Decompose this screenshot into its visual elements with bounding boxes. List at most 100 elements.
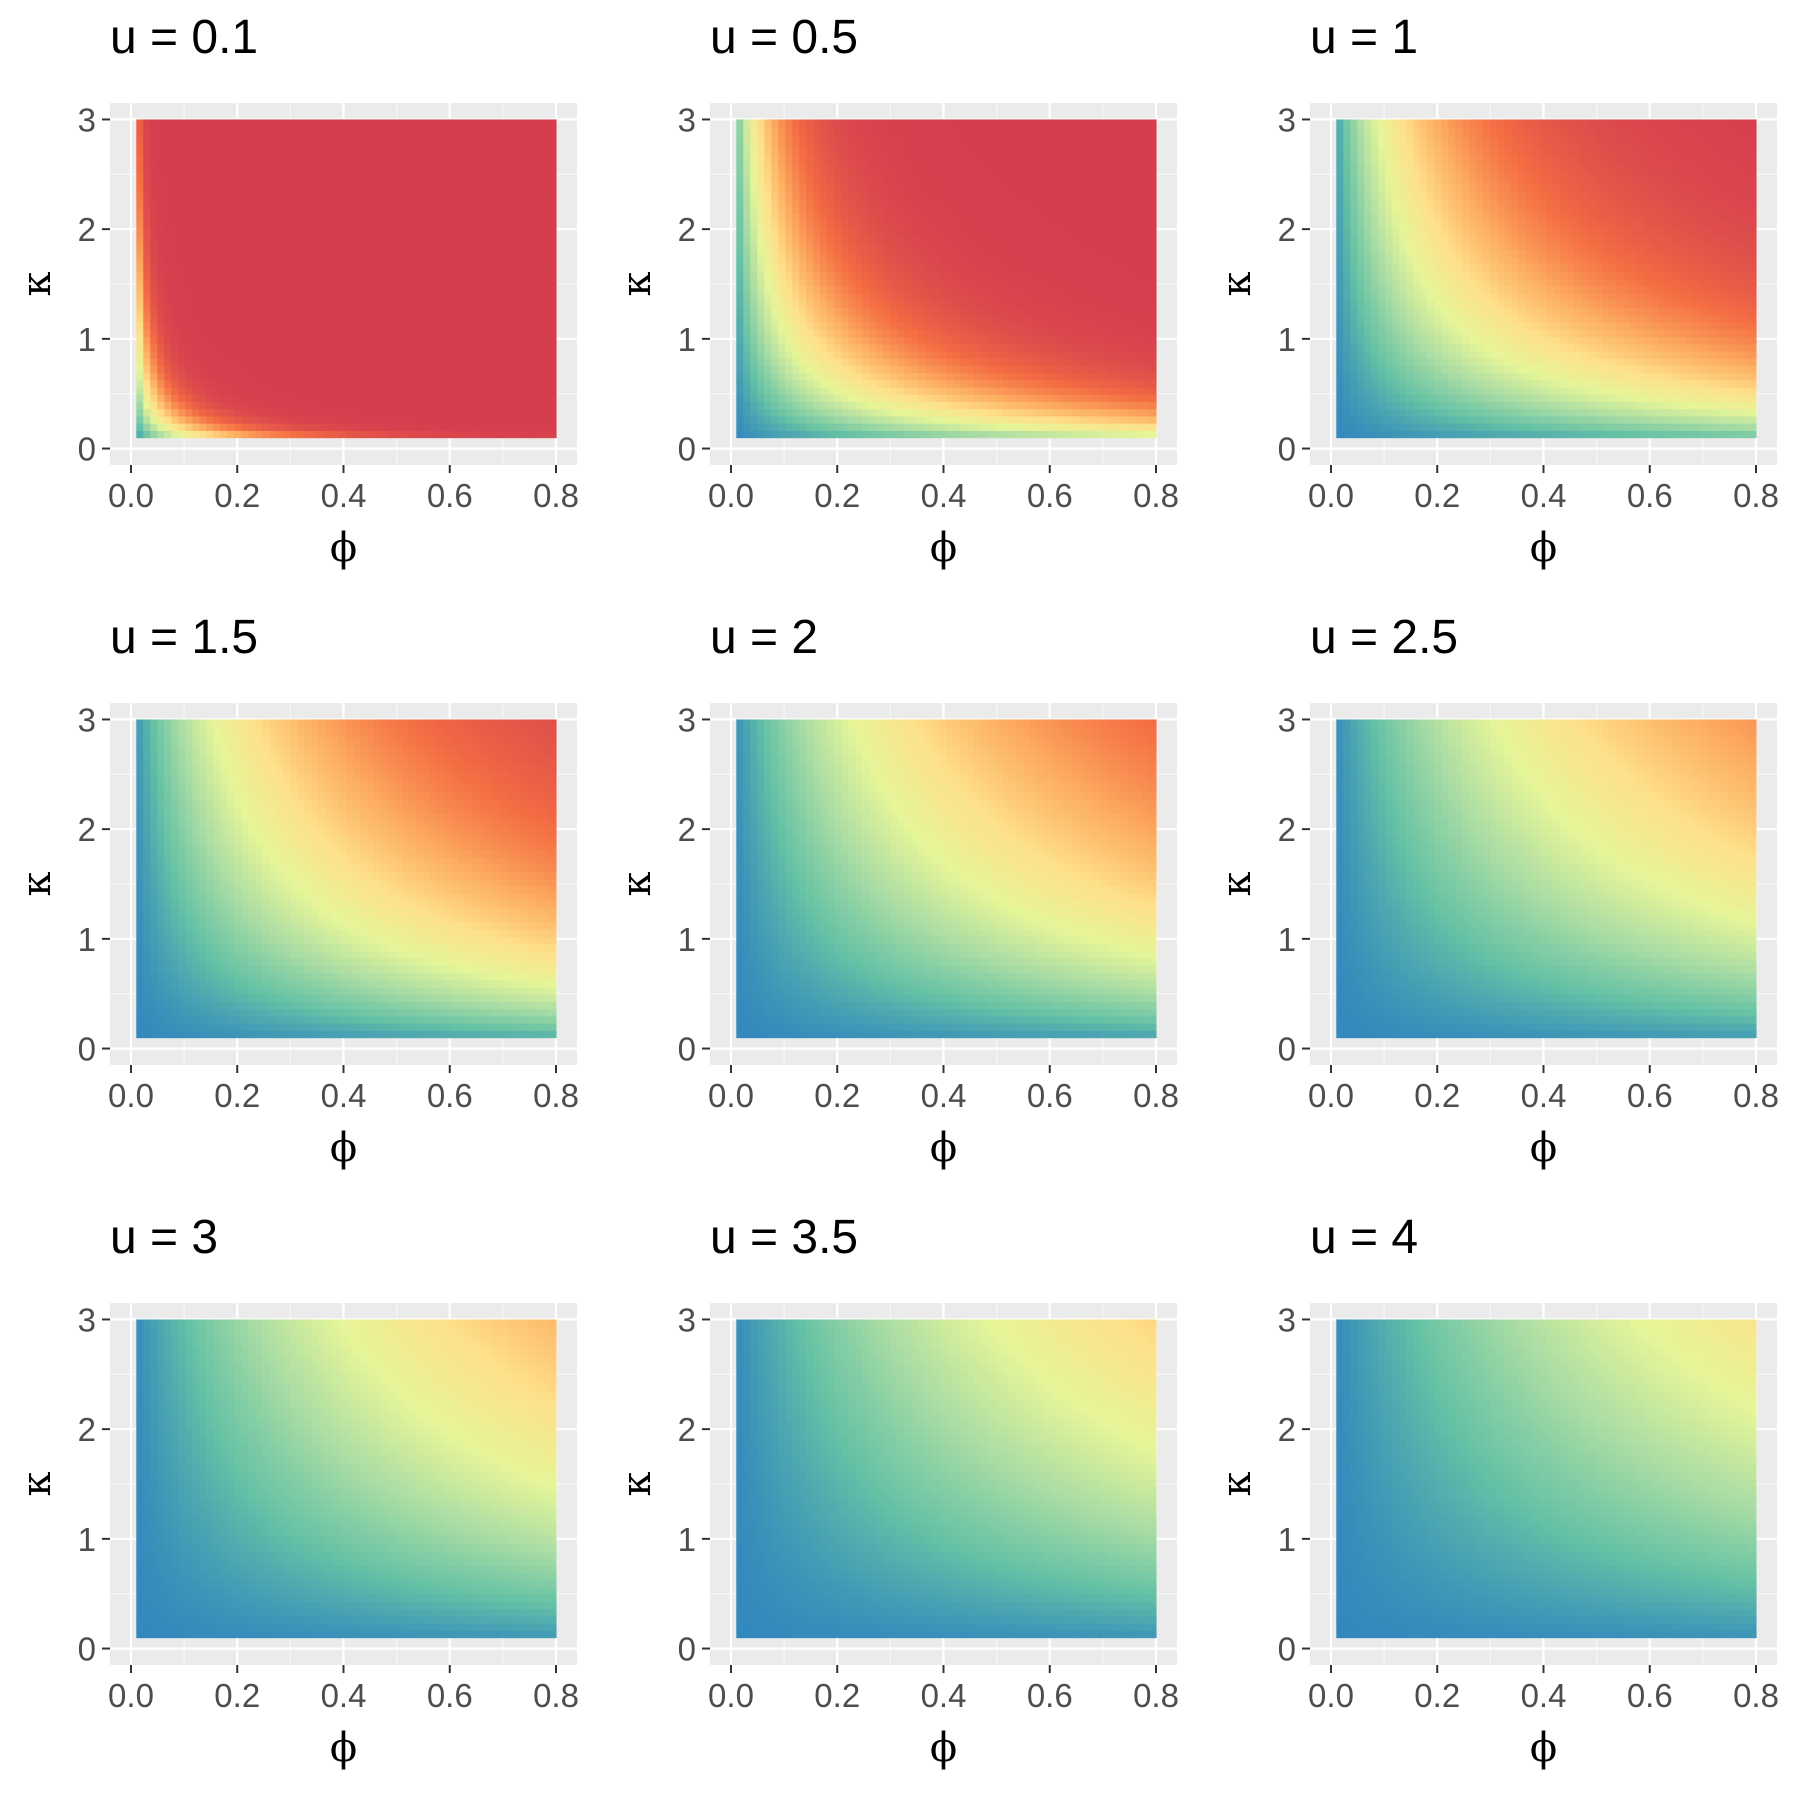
heatmap-cell: [507, 350, 515, 359]
heatmap-cell: [1002, 235, 1010, 243]
heatmap-cell: [465, 249, 473, 258]
heatmap-cell: [988, 321, 996, 330]
heatmap-cell: [423, 206, 431, 215]
heatmap-cell: [904, 372, 912, 381]
heatmap-cell: [430, 329, 438, 337]
heatmap-cell: [813, 350, 821, 359]
heatmap-cell: [164, 379, 172, 388]
heatmap-cell: [827, 141, 835, 149]
heatmap-cell: [514, 307, 522, 316]
heatmap-cell: [1065, 271, 1073, 280]
heatmap-cell: [1079, 126, 1087, 135]
heatmap-cell: [785, 162, 793, 171]
heatmap-cell: [953, 242, 961, 251]
heatmap-cell: [750, 141, 758, 149]
heatmap-cell: [1030, 415, 1038, 424]
heatmap-cell: [500, 292, 508, 301]
heatmap-cell: [1037, 408, 1045, 417]
heatmap-cell: [276, 321, 284, 330]
heatmap-cell: [542, 126, 550, 135]
heatmap-cell: [374, 336, 382, 345]
heatmap-cell: [248, 307, 256, 316]
heatmap-cell: [799, 242, 807, 251]
heatmap-cell: [1079, 408, 1087, 417]
heatmap-cell: [1072, 321, 1080, 330]
heatmap-cell: [806, 430, 814, 439]
heatmap-cell: [269, 300, 277, 309]
heatmap-cell: [750, 415, 758, 424]
heatmap-cell: [395, 372, 403, 381]
heatmap-cell: [395, 321, 403, 330]
heatmap-cell: [360, 423, 368, 431]
heatmap-cell: [367, 213, 375, 222]
heatmap-cell: [437, 278, 445, 287]
heatmap-cell: [521, 170, 529, 178]
heatmap-cell: [953, 126, 961, 135]
heatmap-cell: [995, 401, 1003, 410]
heatmap-cell: [213, 415, 221, 424]
heatmap-cell: [820, 350, 828, 359]
heatmap-cell: [785, 256, 793, 265]
heatmap-cell: [262, 177, 270, 186]
heatmap-cell: [736, 133, 744, 142]
heatmap-cell: [1016, 235, 1024, 243]
heatmap-cell: [388, 220, 396, 229]
heatmap-cell: [185, 220, 193, 229]
heatmap-cell: [542, 430, 550, 439]
heatmap-cell: [185, 415, 193, 424]
heatmap-cell: [255, 141, 263, 149]
heatmap-cell: [199, 408, 207, 417]
heatmap-cell: [1072, 191, 1080, 200]
heatmap-cell: [904, 314, 912, 323]
heatmap-cell: [493, 141, 501, 149]
heatmap-cell: [346, 307, 354, 316]
heatmap-cell: [297, 177, 305, 186]
heatmap-cell: [402, 343, 410, 352]
heatmap-cell: [381, 307, 389, 316]
heatmap-cell: [535, 242, 543, 251]
heatmap-cell: [1002, 278, 1010, 287]
heatmap-cell: [946, 264, 954, 272]
heatmap-cell: [150, 292, 158, 301]
heatmap-cell: [750, 227, 758, 236]
heatmap-cell: [1044, 141, 1052, 149]
heatmap-cell: [1030, 386, 1038, 395]
heatmap-cell: [150, 314, 158, 323]
heatmap-cell: [262, 162, 270, 171]
heatmap-cell: [743, 394, 751, 403]
heatmap-cell: [227, 358, 235, 366]
heatmap-cell: [360, 307, 368, 316]
heatmap-cell: [841, 394, 849, 403]
heatmap-cell: [416, 256, 424, 265]
heatmap-cell: [799, 372, 807, 381]
heatmap-cell: [1009, 430, 1017, 439]
heatmap-cell: [785, 242, 793, 251]
heatmap-cell: [785, 300, 793, 309]
heatmap-cell: [353, 148, 361, 157]
heatmap-cell: [897, 379, 905, 388]
heatmap-cell: [862, 292, 870, 301]
heatmap-cell: [743, 300, 751, 309]
heatmap-cell: [346, 184, 354, 193]
heatmap-cell: [1086, 314, 1094, 323]
heatmap-cell: [136, 162, 144, 171]
heatmap-cell: [458, 336, 466, 345]
heatmap-cell: [185, 401, 193, 410]
heatmap-cell: [346, 365, 354, 374]
heatmap-cell: [974, 423, 982, 431]
heatmap-cell: [897, 162, 905, 171]
heatmap-cell: [241, 386, 249, 395]
heatmap-cell: [185, 227, 193, 236]
heatmap-cell: [199, 372, 207, 381]
heatmap-cell: [1044, 358, 1052, 366]
heatmap-cell: [869, 321, 877, 330]
heatmap-cell: [792, 141, 800, 149]
heatmap-cell: [458, 235, 466, 243]
heatmap-cell: [262, 329, 270, 337]
heatmap-cell: [528, 386, 536, 395]
heatmap-cell: [500, 227, 508, 236]
heatmap-cell: [1093, 423, 1101, 431]
heatmap-cell: [967, 119, 975, 128]
heatmap-cell: [423, 358, 431, 366]
heatmap-cell: [799, 235, 807, 243]
